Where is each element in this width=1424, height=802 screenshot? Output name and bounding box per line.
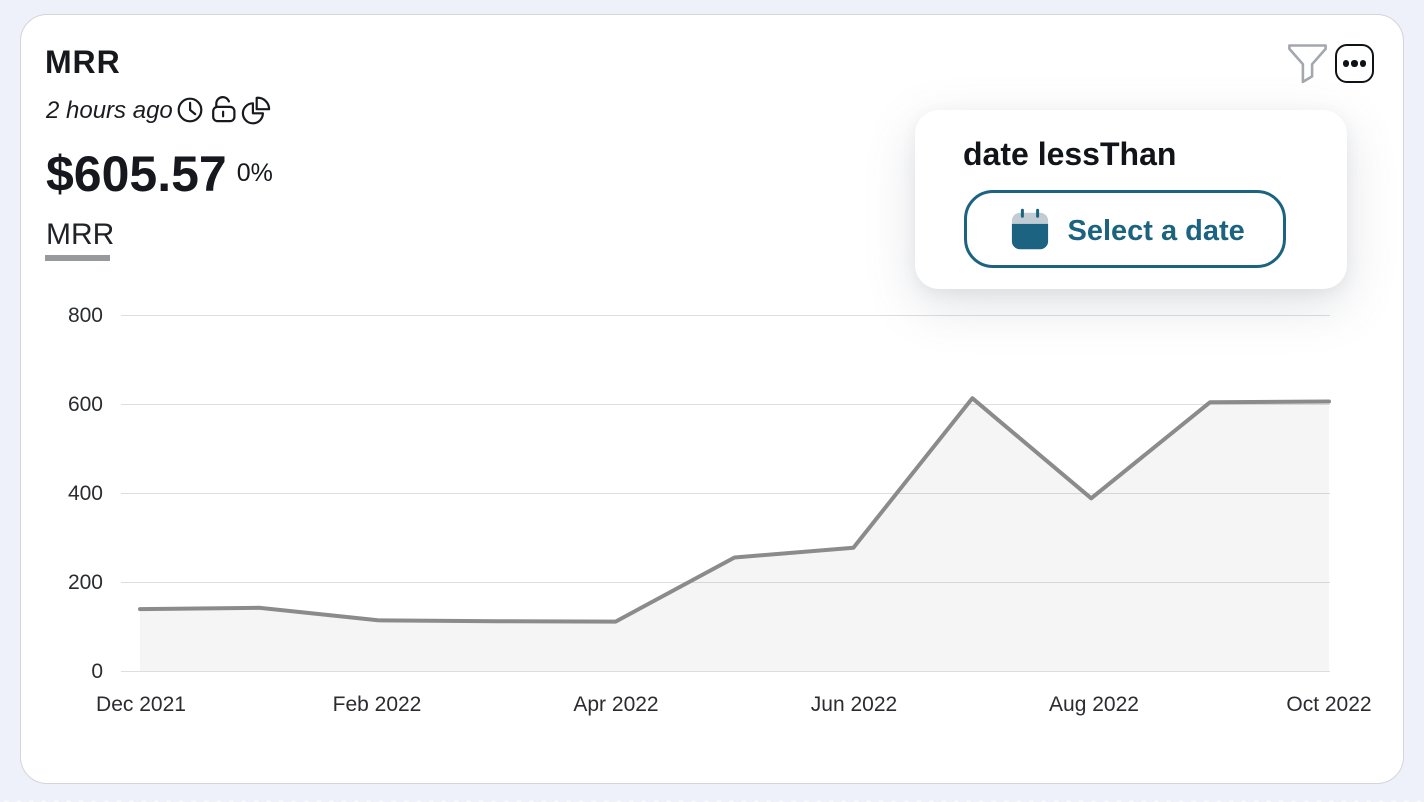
svg-text:Aug 2022: Aug 2022	[1049, 693, 1139, 716]
svg-text:200: 200	[68, 571, 103, 594]
svg-text:400: 400	[68, 482, 103, 505]
svg-text:Jun 2022: Jun 2022	[811, 693, 897, 716]
svg-text:Apr 2022: Apr 2022	[573, 693, 658, 716]
svg-text:Feb 2022: Feb 2022	[333, 693, 422, 716]
svg-text:600: 600	[68, 393, 103, 416]
svg-text:800: 800	[68, 304, 103, 327]
svg-text:0: 0	[91, 660, 103, 683]
svg-text:Dec 2021: Dec 2021	[96, 693, 186, 716]
svg-text:Oct 2022: Oct 2022	[1286, 693, 1371, 716]
